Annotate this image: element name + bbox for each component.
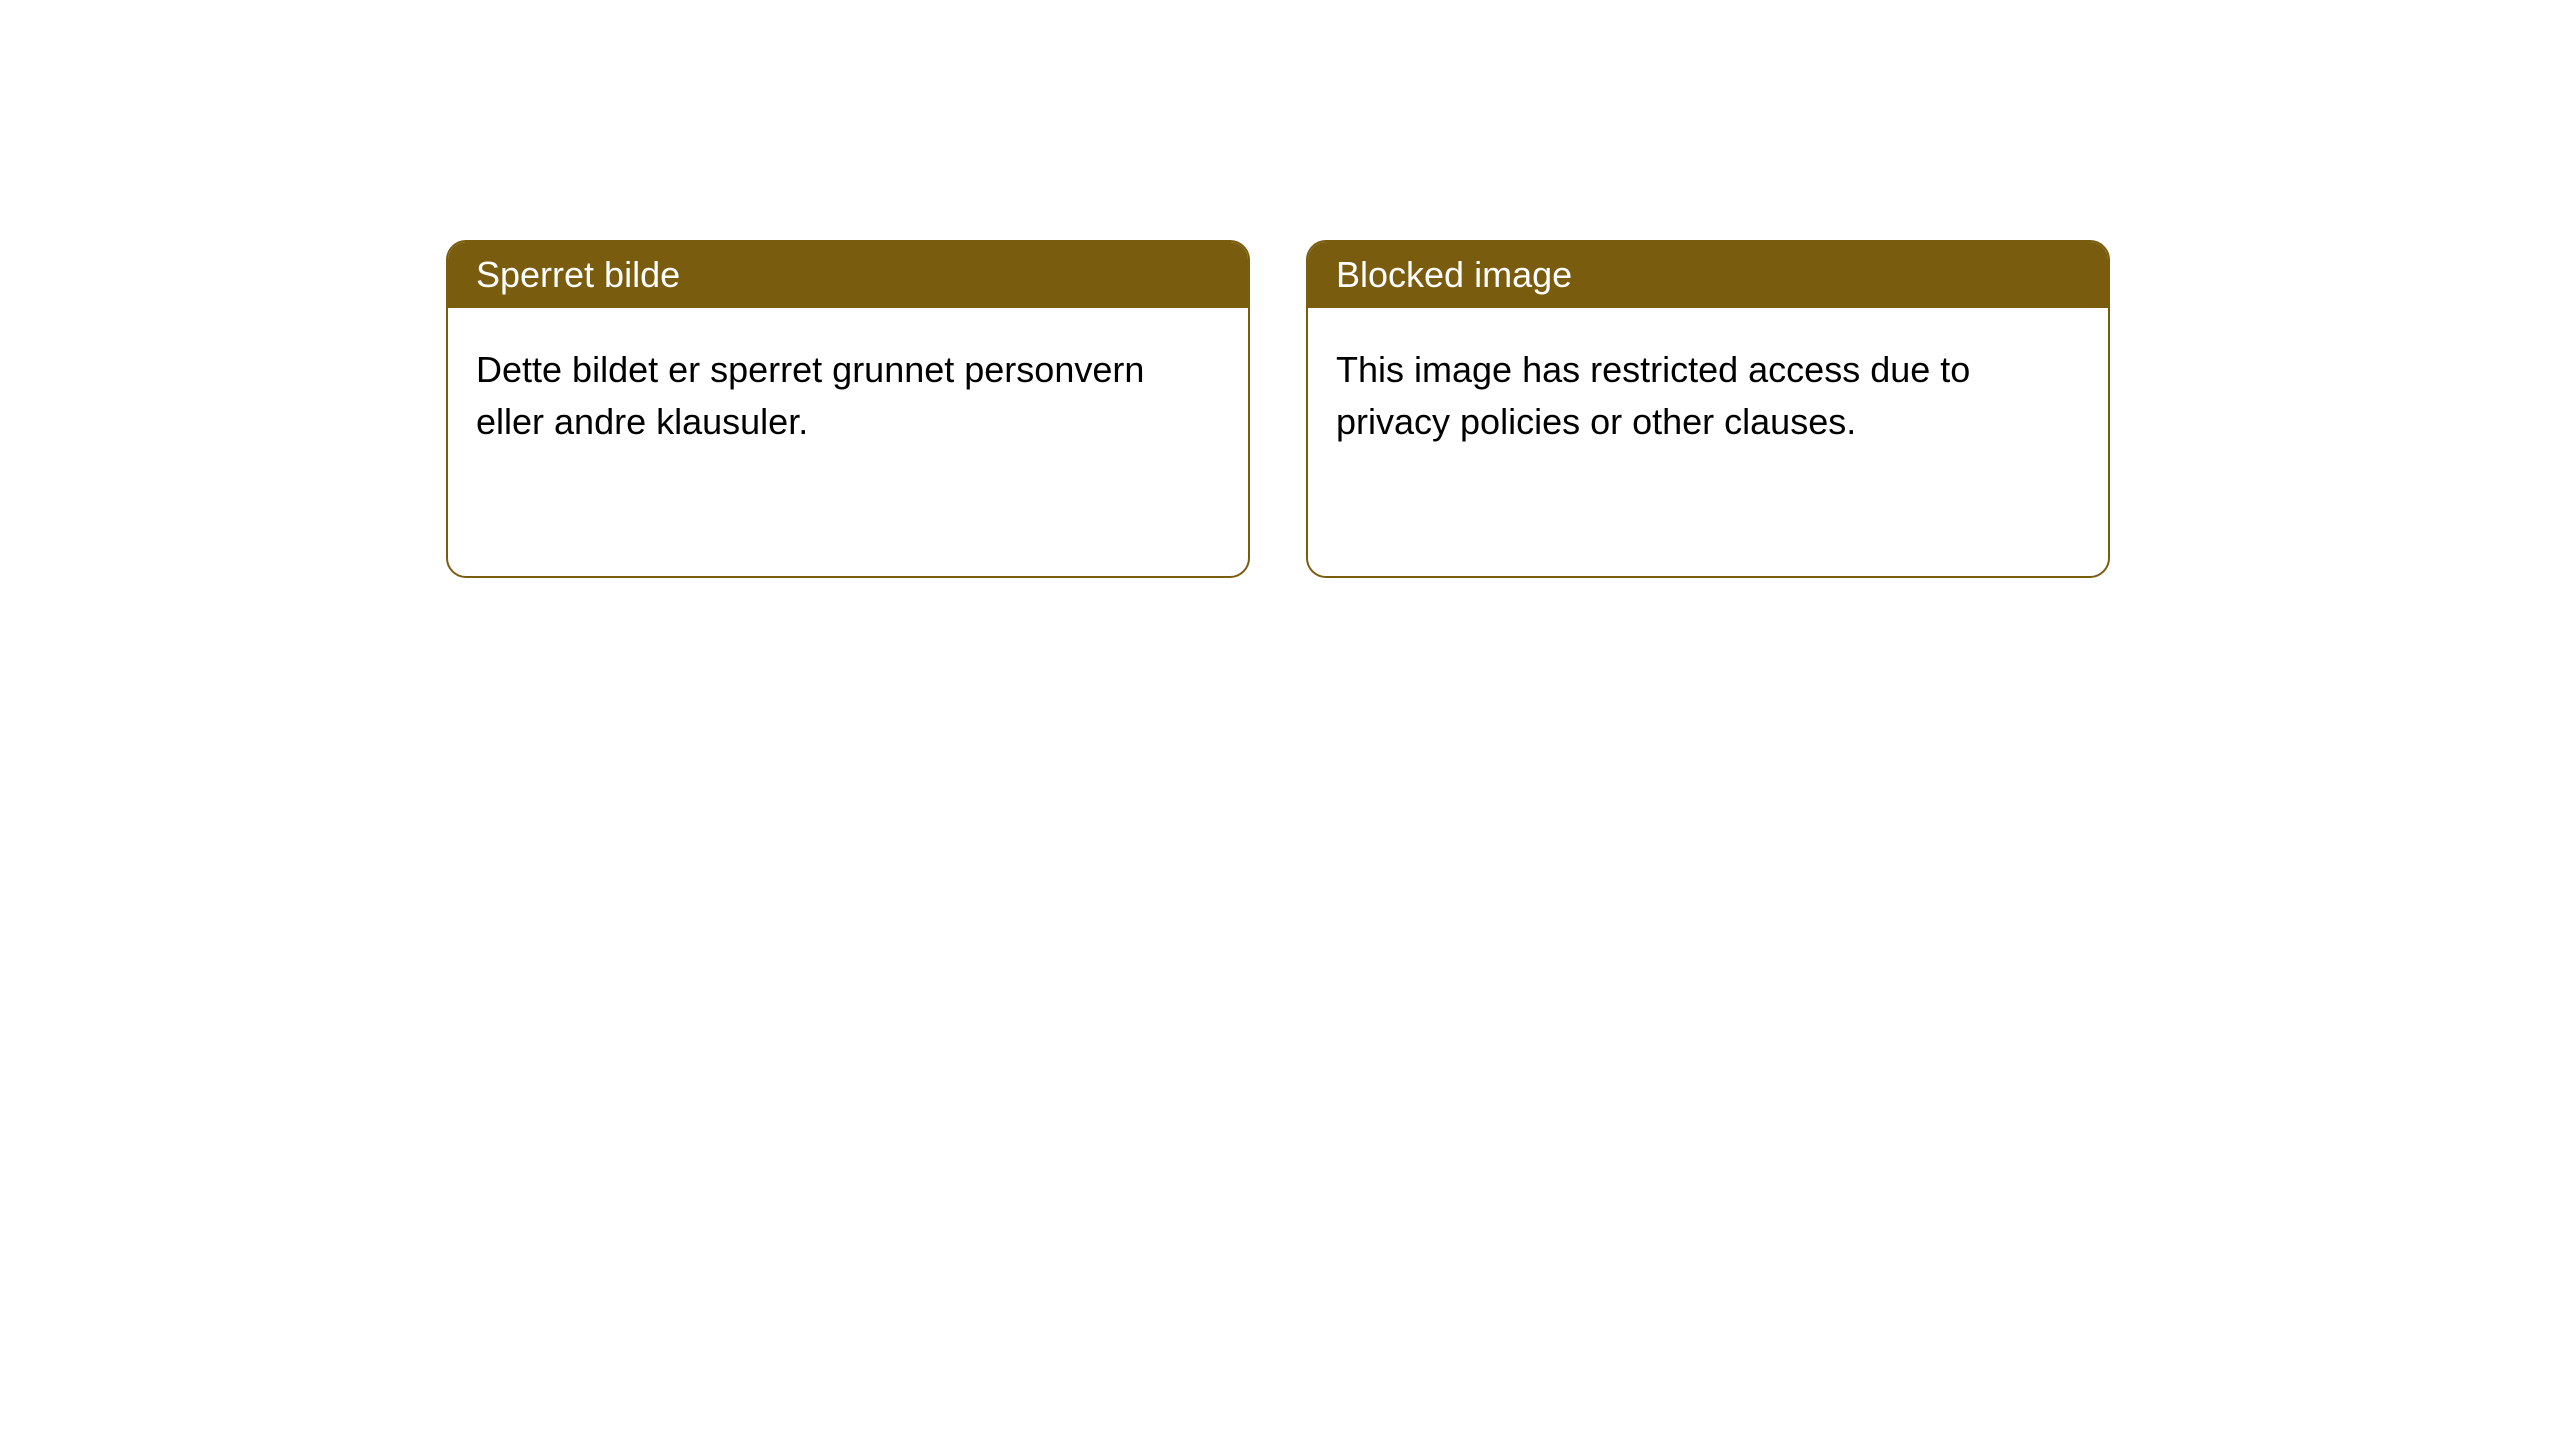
notice-body: This image has restricted access due to …: [1308, 308, 2108, 484]
notice-box-norwegian: Sperret bilde Dette bildet er sperret gr…: [446, 240, 1250, 578]
notice-header: Blocked image: [1308, 242, 2108, 308]
notice-title: Sperret bilde: [476, 254, 680, 295]
notice-body-text: Dette bildet er sperret grunnet personve…: [476, 349, 1144, 442]
notice-header: Sperret bilde: [448, 242, 1248, 308]
notice-title: Blocked image: [1336, 254, 1572, 295]
notices-container: Sperret bilde Dette bildet er sperret gr…: [0, 0, 2560, 578]
notice-body: Dette bildet er sperret grunnet personve…: [448, 308, 1248, 484]
notice-box-english: Blocked image This image has restricted …: [1306, 240, 2110, 578]
notice-body-text: This image has restricted access due to …: [1336, 349, 1970, 442]
